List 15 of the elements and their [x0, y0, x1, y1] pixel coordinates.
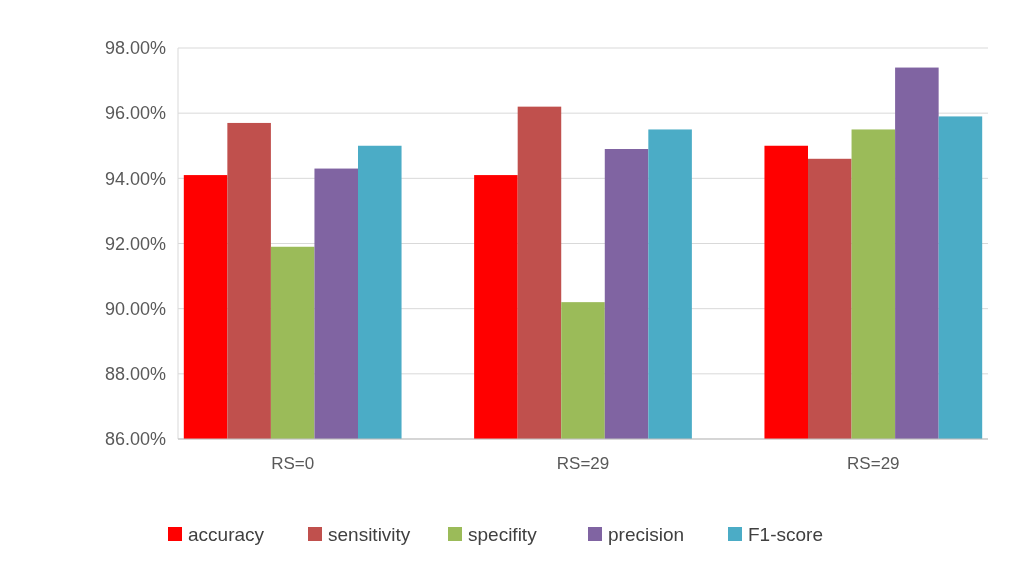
y-tick-label: 86.00% [104, 429, 166, 450]
legend-label: precision [608, 523, 685, 545]
legend-label: specifity [468, 523, 538, 545]
legend-label: accuracy [188, 523, 265, 545]
x-tick-label: RS=29 [847, 454, 900, 473]
y-tick-label: 98.00% [104, 38, 166, 59]
x-tick-label: RS=29 [556, 454, 610, 473]
legend-label: F1-score [748, 523, 823, 545]
x-tick-label: RS=0 [271, 454, 315, 473]
legend-label: sensitivity [328, 523, 411, 545]
y-tick-label: 88.00% [104, 364, 166, 385]
y-tick-label: 92.00% [104, 233, 166, 254]
y-tick-label: 96.00% [104, 103, 166, 124]
y-tick-label: 94.00% [104, 168, 166, 189]
y-tick-label: 90.00% [104, 298, 166, 319]
